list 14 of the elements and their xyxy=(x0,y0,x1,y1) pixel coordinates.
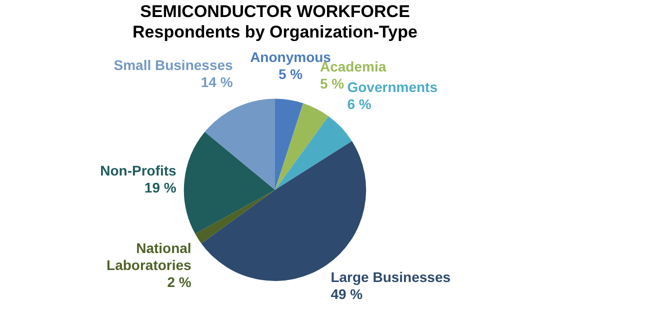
data-label: 5 % xyxy=(278,66,304,82)
data-label: 2 % xyxy=(167,274,192,290)
data-label: 19 % xyxy=(144,180,177,196)
data-label: 6 % xyxy=(347,96,372,112)
slice-label: Large Businesses xyxy=(330,268,451,285)
slice-label: Governments xyxy=(347,79,438,96)
data-label: 5 % xyxy=(320,76,345,92)
chart-title: SEMICONDUCTOR WORKFORCE xyxy=(140,2,410,21)
data-label: 49 % xyxy=(330,286,364,302)
chart-subtitle: Respondents by Organization-Type xyxy=(132,22,418,42)
data-label: 14 % xyxy=(200,74,234,90)
slice-label: National Laboratories xyxy=(106,240,192,273)
slice-label: Small Businesses xyxy=(114,57,234,74)
slice-label: Non-Profits xyxy=(100,162,177,179)
